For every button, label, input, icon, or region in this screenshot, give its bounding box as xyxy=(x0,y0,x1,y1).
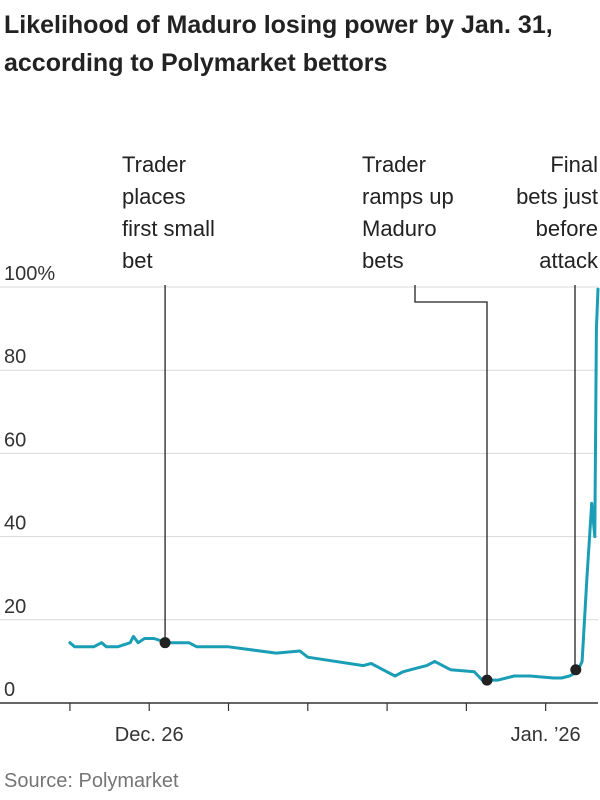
annotation-marker-0 xyxy=(159,637,171,649)
series-line-probability xyxy=(68,287,600,682)
annotation-label-2-line-2: before xyxy=(536,216,598,241)
y-tick-label-4: 20 xyxy=(4,596,26,618)
chart-title: Likelihood of Maduro losing power by Jan… xyxy=(4,6,598,82)
y-tick-label-1: 80 xyxy=(4,346,26,368)
x-tick-label-6: Jan. ’26 xyxy=(511,724,581,746)
annotation-label-0-line-2: first small xyxy=(122,216,215,241)
annotation-label-1-line-3: bets xyxy=(362,248,404,273)
annotation-label-0-line-0: Trader xyxy=(122,152,186,177)
annotation-label-1-line-1: ramps up xyxy=(362,184,454,209)
chart-title-line-2: according to Polymarket bettors xyxy=(4,49,388,77)
x-tick-label-1: Dec. 26 xyxy=(115,724,184,746)
annotation-label-1-line-0: Trader xyxy=(362,152,426,177)
annotation-label-0-line-3: bet xyxy=(122,248,153,273)
annotation-marker-2 xyxy=(570,664,582,676)
y-tick-label-2: 60 xyxy=(4,429,26,451)
source-note: Source: Polymarket xyxy=(4,770,179,792)
y-tick-label-5: 0 xyxy=(4,679,15,701)
y-tick-label-0: 100% xyxy=(4,263,55,285)
annotation-leader-1 xyxy=(414,285,488,681)
chart-title-line-1: Likelihood of Maduro losing power by Jan… xyxy=(4,11,553,39)
annotation-marker-1 xyxy=(481,674,493,686)
annotation-label-0-line-1: places xyxy=(122,184,186,209)
y-tick-label-3: 40 xyxy=(4,513,26,535)
annotation-label-2-line-3: attack xyxy=(539,248,599,273)
annotation-label-2-line-0: Final xyxy=(550,152,598,177)
annotation-label-1-line-2: Maduro xyxy=(362,216,437,241)
annotation-label-2-line-1: bets just xyxy=(516,184,598,209)
